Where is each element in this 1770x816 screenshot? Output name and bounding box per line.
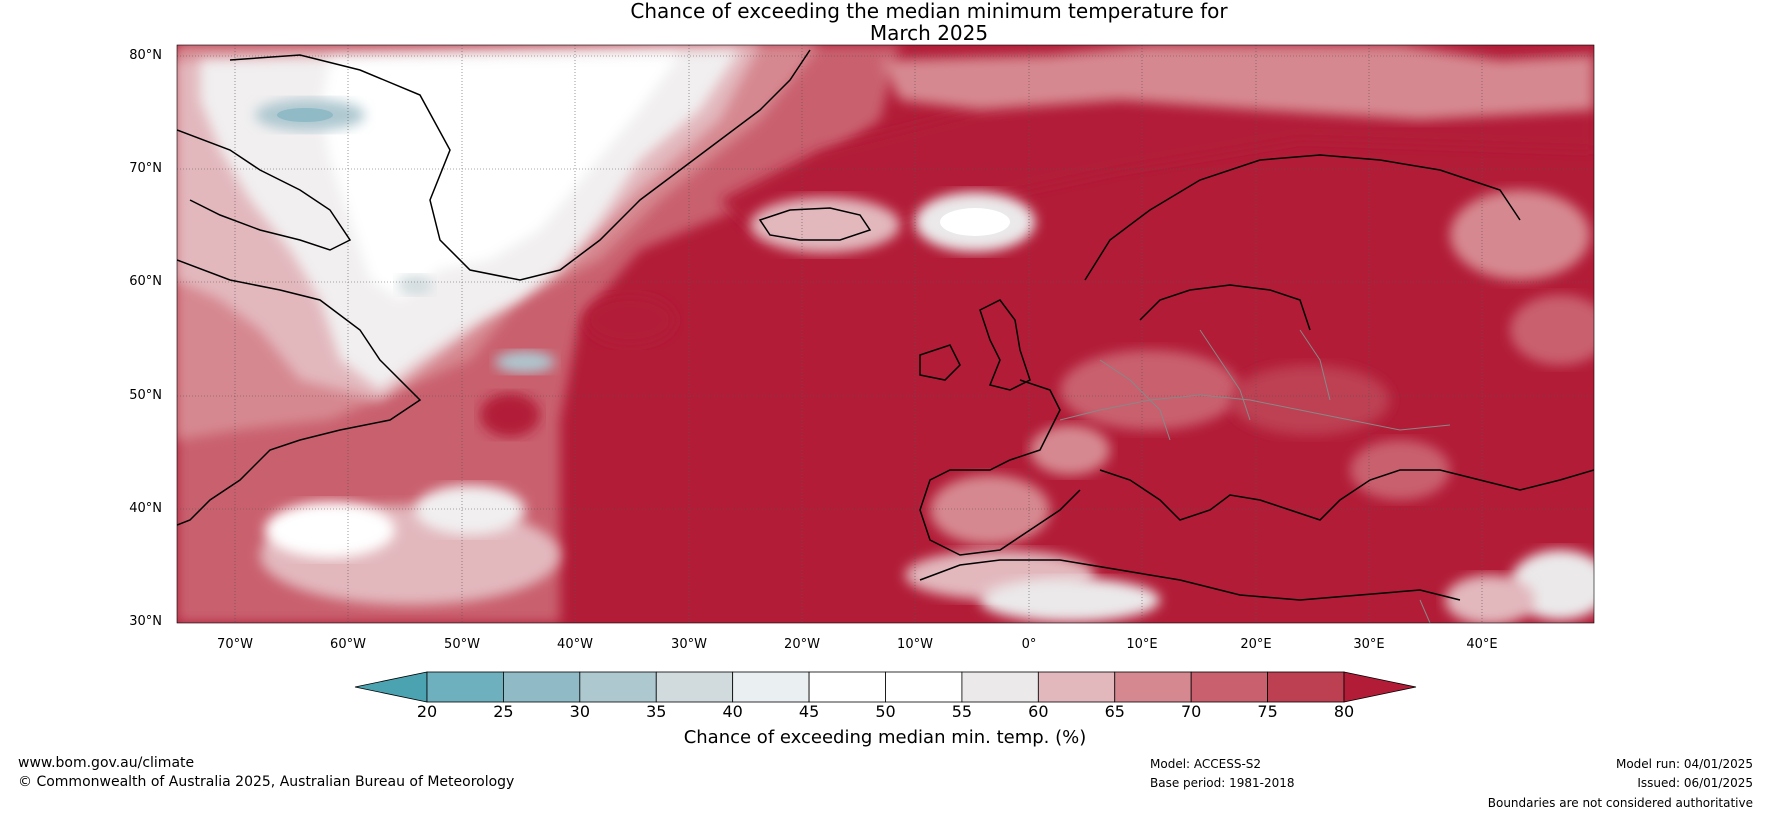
lat-label: 70°N <box>129 161 162 176</box>
colorbar-extend-high <box>1343 671 1417 703</box>
colorbar-segment <box>655 671 734 703</box>
copyright: © Commonwealth of Australia 2025, Austra… <box>18 774 515 790</box>
colorbar-extend-low <box>354 671 428 703</box>
colorbar-tick-label: 80 <box>1333 702 1355 721</box>
probability-field <box>177 45 1594 623</box>
lat-label: 30°N <box>129 614 162 629</box>
lon-label: 10°W <box>897 637 933 652</box>
colorbar <box>354 671 1417 703</box>
title-line1: Chance of exceeding the median minimum t… <box>630 0 1228 23</box>
lat-label: 60°N <box>129 274 162 289</box>
colorbar-segment <box>1037 671 1116 703</box>
colorbar-segment <box>808 671 886 703</box>
lon-label: 0° <box>1021 637 1037 652</box>
lat-label: 50°N <box>129 388 162 403</box>
colorbar-segment <box>426 671 504 703</box>
colorbar-segment <box>579 671 657 703</box>
colorbar-tick-label: 70 <box>1180 702 1202 721</box>
title-line2: March 2025 <box>869 21 989 45</box>
chart-title: Chance of exceeding the median minimum t… <box>0 0 1770 44</box>
colorbar-tick-label: 60 <box>1028 702 1049 721</box>
colorbar-segment <box>503 671 581 703</box>
colorbar-segment <box>961 671 1039 703</box>
lon-label: 50°W <box>444 637 480 652</box>
lon-label: 60°W <box>330 637 366 652</box>
issued-date: Issued: 06/01/2025 <box>1637 776 1753 790</box>
colorbar-segment <box>732 671 810 703</box>
colorbar-tick-label: 25 <box>493 702 514 721</box>
colorbar-segment <box>1267 671 1345 703</box>
colorbar-tick-label: 20 <box>416 702 438 721</box>
colorbar-tick-label: 40 <box>722 702 743 721</box>
colorbar-tick-label: 55 <box>951 702 973 721</box>
model-run: Model run: 04/01/2025 <box>1615 757 1753 771</box>
lon-label: 30°E <box>1353 637 1385 652</box>
base-period: Base period: 1981-2018 <box>1150 776 1295 790</box>
colorbar-segment <box>1190 671 1268 703</box>
lon-label: 40°W <box>557 637 593 652</box>
colorbar-label: Chance of exceeding median min. temp. (%… <box>683 727 1087 748</box>
lat-label: 40°N <box>129 501 162 516</box>
colorbar-tick-label: 30 <box>569 702 590 721</box>
lon-label: 20°W <box>784 637 820 652</box>
colorbar-tick-label: 45 <box>798 702 820 721</box>
disclaimer: Boundaries are not considered authoritat… <box>1487 796 1753 810</box>
colorbar-tick-label: 65 <box>1104 702 1125 721</box>
colorbar-segment <box>885 671 963 703</box>
model-name: Model: ACCESS-S2 <box>1150 757 1262 771</box>
lon-label: 70°W <box>217 637 253 652</box>
lon-label: 40°E <box>1466 637 1498 652</box>
lat-label: 80°N <box>129 48 162 63</box>
coastlines <box>177 49 1594 601</box>
colorbar-segment <box>1114 671 1192 703</box>
website-link[interactable]: www.bom.gov.au/climate <box>18 755 195 771</box>
lon-label: 20°E <box>1240 637 1272 652</box>
colorbar-tick-label: 50 <box>875 702 896 721</box>
lon-label: 10°E <box>1126 637 1158 652</box>
lon-label: 30°W <box>671 637 707 652</box>
colorbar-tick-label: 75 <box>1257 702 1278 721</box>
colorbar-tick-label: 35 <box>646 702 667 721</box>
